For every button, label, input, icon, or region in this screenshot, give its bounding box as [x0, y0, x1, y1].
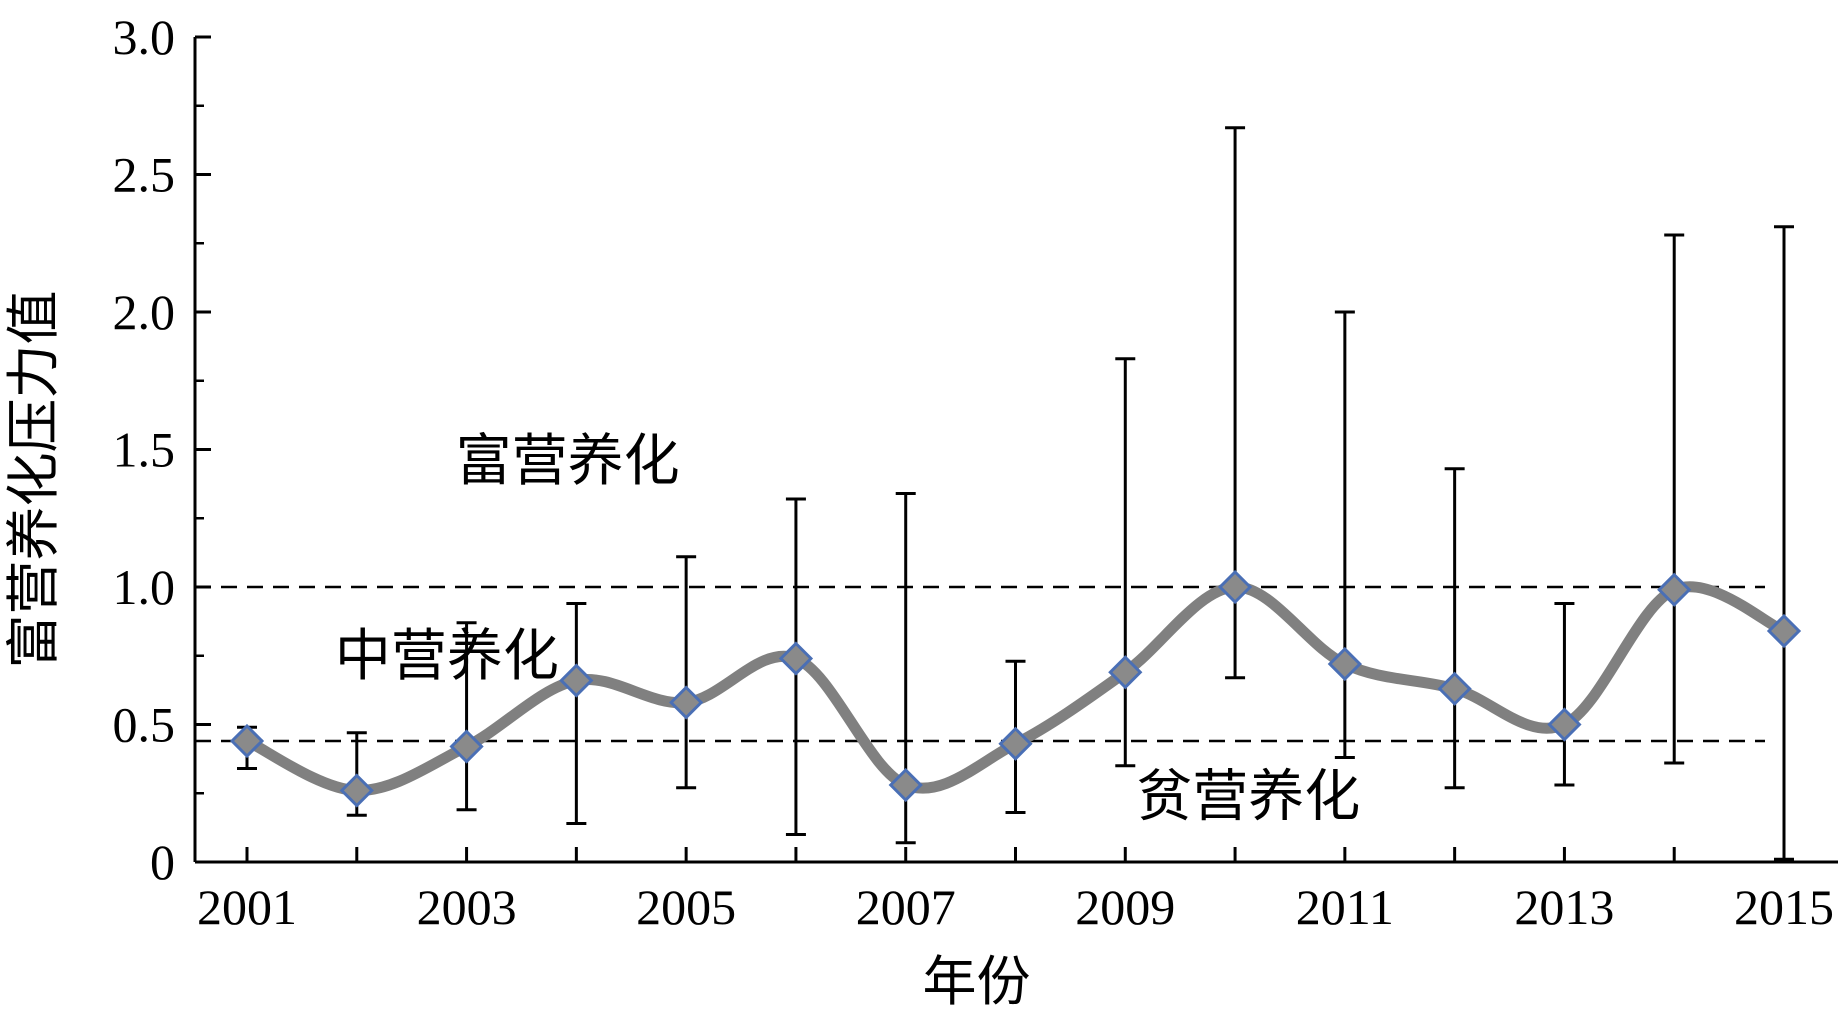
- data-point: [669, 685, 704, 720]
- x-tick-label: 2003: [417, 879, 517, 935]
- data-point: [559, 663, 594, 698]
- series: [229, 569, 1802, 808]
- data-point: [1547, 707, 1582, 742]
- x-tick-label: 2013: [1514, 879, 1614, 935]
- y-tick-label: 1.5: [113, 422, 176, 478]
- y-tick-label: 0.5: [113, 697, 176, 753]
- error-bar: [1664, 233, 1685, 765]
- error-bar: [1554, 602, 1575, 787]
- data-point: [229, 723, 265, 759]
- y-tick-label: 2.5: [113, 147, 176, 203]
- zone-annotation: 中营养化: [335, 624, 559, 689]
- x-tick-label: 2009: [1075, 879, 1175, 935]
- data-point: [998, 726, 1033, 761]
- data-point: [778, 641, 814, 676]
- x-tick-label: 2005: [636, 879, 736, 935]
- data-point: [888, 767, 923, 803]
- y-tick-label: 1.0: [113, 559, 176, 615]
- zone-annotation: 富营养化: [456, 429, 680, 494]
- data-point: [1766, 613, 1802, 649]
- data-point: [1327, 646, 1362, 682]
- data-point: [1217, 569, 1253, 605]
- error-bar: [1774, 225, 1794, 861]
- data-point: [449, 729, 484, 764]
- error-bar: [1115, 357, 1136, 768]
- x-tick-label: 2015: [1734, 879, 1834, 935]
- y-tick-label: 0: [150, 834, 175, 890]
- axes: 0 0.5 1.0 1.5 2.0 2.5 3.0 2001 2003 2005 2007 2009 2…: [113, 9, 1838, 935]
- data-point: [1437, 671, 1472, 706]
- error-bar: [1334, 310, 1355, 759]
- zone-annotation: 贫营养化: [1136, 764, 1360, 829]
- x-tick-label: 2001: [197, 879, 297, 935]
- x-axis-label: 年份: [923, 950, 1031, 1013]
- error-bar: [566, 602, 587, 825]
- y-tick-label: 2.0: [113, 284, 176, 340]
- data-point: [1657, 572, 1692, 607]
- error-bar: [676, 555, 697, 790]
- error-bar: [1444, 467, 1465, 790]
- data-point: [1108, 655, 1143, 690]
- data-point: [339, 773, 374, 808]
- x-tick-label: 2007: [856, 879, 956, 935]
- y-axis-label: 富营养化压力值: [2, 291, 65, 669]
- error-bars: [237, 126, 1794, 861]
- error-bar: [456, 621, 477, 812]
- y-tick-label: 3.0: [113, 9, 176, 65]
- x-tick-label: 2011: [1296, 879, 1394, 935]
